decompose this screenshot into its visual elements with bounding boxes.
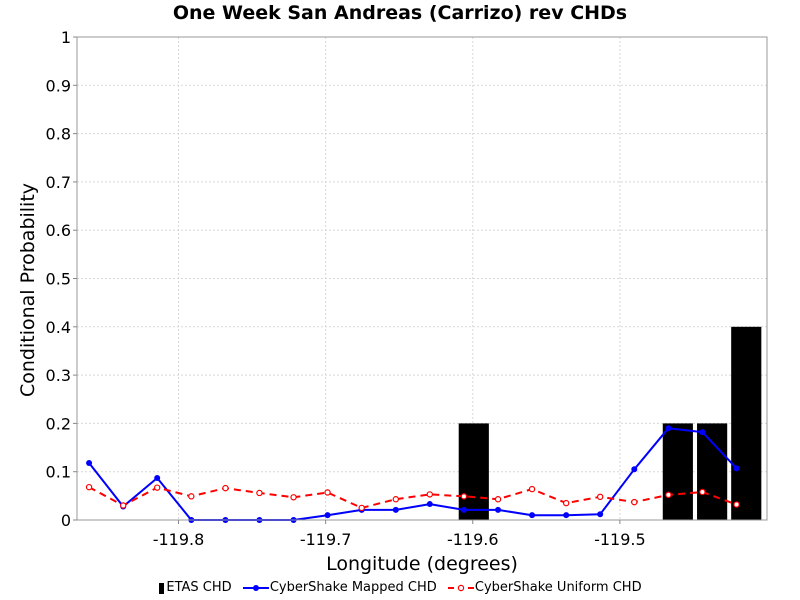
chart-title: One Week San Andreas (Carrizo) rev CHDs xyxy=(172,2,628,24)
y-tick-label: 0.2 xyxy=(46,414,71,433)
y-tick-label: 0.3 xyxy=(46,366,71,385)
uniform-point xyxy=(426,491,433,498)
uniform-point xyxy=(256,489,263,497)
x-tick-label: -119.8 xyxy=(153,530,205,549)
mapped-point xyxy=(460,506,467,513)
y-axis-label: Conditional Probability xyxy=(17,183,39,397)
mapped-point xyxy=(324,512,331,519)
mapped-point xyxy=(426,501,433,508)
mapped-point xyxy=(529,512,536,519)
y-tick-label: 1 xyxy=(61,28,71,47)
legend-uniform-swatch xyxy=(447,584,474,591)
legend-entry-uniform: CyberShake Uniform CHD xyxy=(447,580,642,595)
legend-mapped-swatch xyxy=(242,584,269,591)
uniform-point xyxy=(562,499,570,507)
uniform-point xyxy=(153,484,161,491)
mapped-point xyxy=(733,465,740,472)
mapped-point xyxy=(563,512,570,519)
uniform-point xyxy=(631,498,638,506)
legend: ETAS CHD CyberShake Mapped CHD CyberShak… xyxy=(0,580,800,595)
y-tick-label: 0.8 xyxy=(46,125,71,144)
series-lines xyxy=(85,425,740,523)
mapped-point xyxy=(392,506,399,513)
uniform-point xyxy=(733,501,740,508)
y-tick-label: 0.6 xyxy=(46,221,71,240)
legend-label-mapped: CyberShake Mapped CHD xyxy=(269,580,437,595)
legend-bar-swatch xyxy=(159,582,165,594)
etas-bar xyxy=(662,423,693,520)
mapped-point xyxy=(631,466,638,473)
etas-bar xyxy=(731,326,762,520)
mapped-point xyxy=(597,511,604,518)
uniform-point xyxy=(85,483,93,491)
x-tick-label: -119.6 xyxy=(447,530,499,549)
mapped-point xyxy=(154,474,161,481)
etas-bars xyxy=(458,326,762,520)
legend-entry-etas: ETAS CHD xyxy=(158,580,232,595)
uniform-point xyxy=(494,496,502,503)
axes: 0 0.1 0.2 0.3 0.4 0.5 0.6 0.7 0.8 0.9 1 -119.8 -119.… xyxy=(46,28,646,549)
uniform-point xyxy=(392,496,400,503)
y-tick-label: 0 xyxy=(61,511,71,530)
uniform-point xyxy=(358,504,365,512)
etas-bar xyxy=(697,423,728,520)
uniform-series-line xyxy=(88,486,737,509)
y-tick-label: 0.9 xyxy=(46,76,71,95)
uniform-point xyxy=(699,488,706,496)
uniform-point xyxy=(222,484,229,492)
y-tick-label: 0.5 xyxy=(46,270,71,289)
uniform-point xyxy=(188,493,195,500)
y-tick-label: 0.4 xyxy=(46,318,71,337)
uniform-point xyxy=(290,494,297,501)
etas-bar xyxy=(458,423,489,520)
mapped-point xyxy=(665,425,672,432)
legend-label-uniform: CyberShake Uniform CHD xyxy=(474,580,642,595)
uniform-point xyxy=(460,493,468,500)
y-tick-label: 0.1 xyxy=(46,463,71,482)
x-tick-label: -119.7 xyxy=(300,530,352,549)
uniform-point xyxy=(119,502,127,509)
legend-label-etas: ETAS CHD xyxy=(166,580,232,595)
mapped-point xyxy=(495,506,502,513)
mapped-point xyxy=(699,429,706,436)
uniform-point xyxy=(324,489,331,496)
x-tick-label: -119.5 xyxy=(594,530,646,549)
y-tick-label: 0.7 xyxy=(46,173,71,192)
uniform-point xyxy=(528,485,536,493)
legend-entry-mapped: CyberShake Mapped CHD xyxy=(242,580,437,595)
grid xyxy=(77,37,767,520)
mapped-point xyxy=(86,460,93,467)
uniform-point xyxy=(665,491,672,499)
uniform-point xyxy=(596,493,604,501)
x-axis-label: Longitude (degrees) xyxy=(326,553,518,575)
